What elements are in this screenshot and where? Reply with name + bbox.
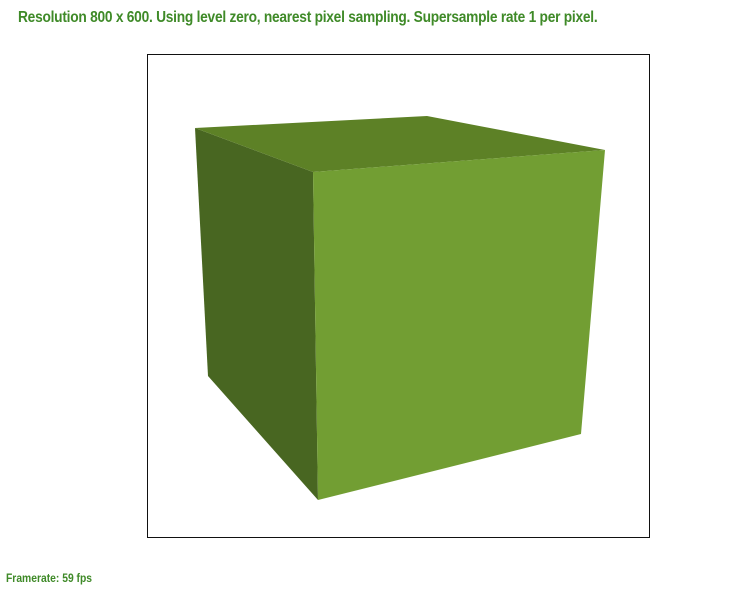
framerate-text: Framerate: 59 fps: [6, 571, 93, 585]
render-viewport[interactable]: [147, 54, 650, 538]
cube-front-face: [313, 150, 605, 500]
render-settings-text: Resolution 800 x 600. Using level zero, …: [18, 9, 598, 26]
cube-top-face: [195, 116, 605, 172]
cube-left-face: [195, 128, 318, 500]
rendered-scene: [195, 116, 605, 500]
